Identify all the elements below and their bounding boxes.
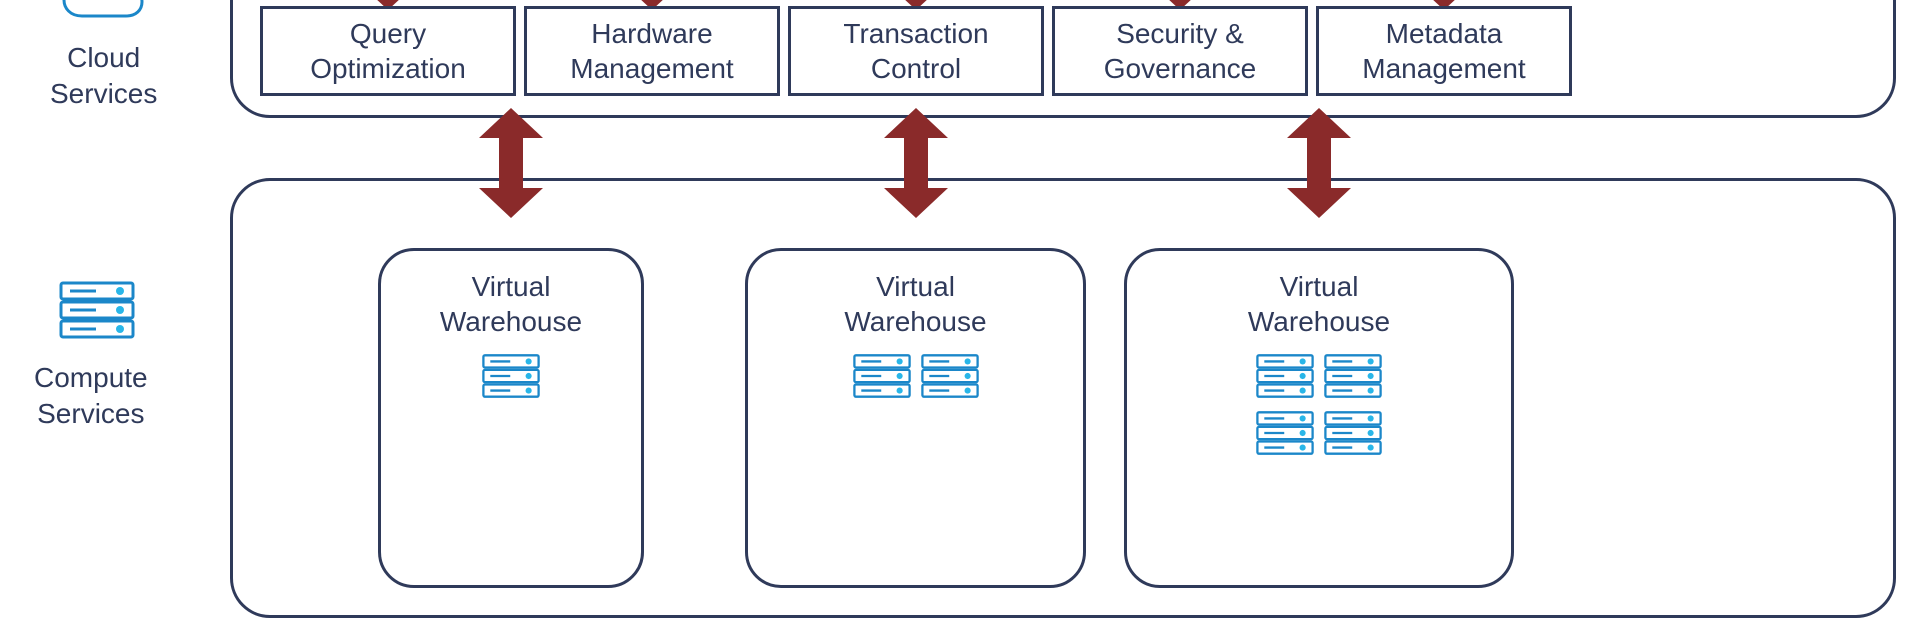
arrow-bidirectional-icon bbox=[479, 108, 543, 223]
label-text: Services bbox=[50, 78, 157, 109]
vw-title: VirtualWarehouse bbox=[844, 269, 986, 339]
cloud-icon bbox=[58, 0, 146, 35]
vw-servers bbox=[480, 353, 542, 404]
server-icon bbox=[480, 353, 542, 404]
label-text: Cloud bbox=[67, 42, 140, 73]
service-label: Metadata bbox=[1386, 18, 1503, 49]
service-metadata-management: Metadata Management bbox=[1316, 6, 1572, 96]
vw-1: VirtualWarehouse bbox=[378, 248, 644, 588]
service-query-optimization: Query Optimization bbox=[260, 6, 516, 96]
label-text: Services bbox=[37, 398, 144, 429]
service-security-governance: Security & Governance bbox=[1052, 6, 1308, 96]
service-label: Query bbox=[350, 18, 426, 49]
vw-3: VirtualWarehouse bbox=[1124, 248, 1514, 588]
server-icon bbox=[1322, 353, 1384, 404]
service-label: Hardware bbox=[591, 18, 712, 49]
service-label: Management bbox=[570, 53, 733, 84]
vw-servers bbox=[1254, 353, 1384, 461]
server-icon bbox=[919, 353, 981, 404]
service-transaction-control: Transaction Control bbox=[788, 6, 1044, 96]
vw-title: VirtualWarehouse bbox=[1248, 269, 1390, 339]
service-label: Transaction bbox=[843, 18, 988, 49]
compute-services-label: Compute Services bbox=[34, 360, 148, 433]
server-icon bbox=[1322, 410, 1384, 461]
service-label: Management bbox=[1362, 53, 1525, 84]
service-label: Security & bbox=[1116, 18, 1244, 49]
service-label: Governance bbox=[1104, 53, 1257, 84]
vw-title: VirtualWarehouse bbox=[440, 269, 582, 339]
arrow-bidirectional-icon bbox=[884, 108, 948, 223]
server-icon bbox=[1254, 353, 1316, 404]
vw-servers bbox=[851, 353, 981, 404]
server-icon bbox=[851, 353, 913, 404]
server-icon bbox=[1254, 410, 1316, 461]
server-icon bbox=[58, 280, 136, 345]
service-hardware-management: Hardware Management bbox=[524, 6, 780, 96]
service-label: Control bbox=[871, 53, 961, 84]
service-label: Optimization bbox=[310, 53, 466, 84]
vw-2: VirtualWarehouse bbox=[745, 248, 1086, 588]
label-text: Compute bbox=[34, 362, 148, 393]
cloud-services-label: Cloud Services bbox=[50, 40, 157, 113]
arrow-bidirectional-icon bbox=[1287, 108, 1351, 223]
